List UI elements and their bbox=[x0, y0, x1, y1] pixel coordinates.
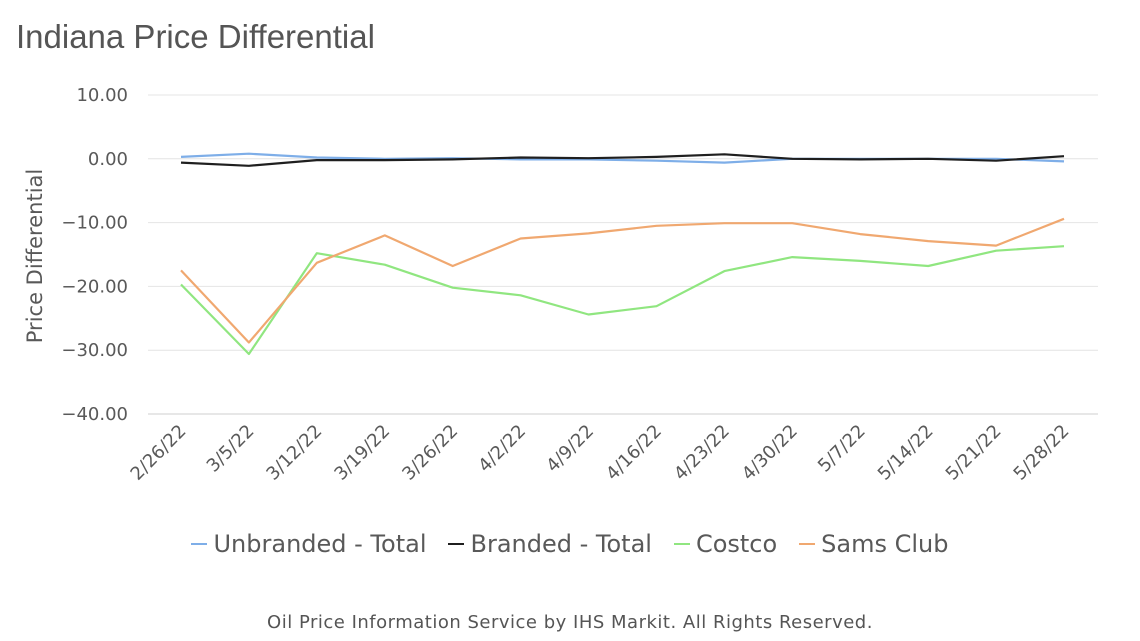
x-tick-label: 4/2/22 bbox=[474, 421, 530, 477]
y-tick-label: −30.00 bbox=[61, 340, 128, 361]
legend-swatch bbox=[448, 543, 465, 545]
x-tick-label: 4/9/22 bbox=[542, 421, 598, 477]
chart-title: Indiana Price Differential bbox=[16, 18, 375, 55]
x-tick-label: 5/21/22 bbox=[942, 421, 1006, 485]
x-tick-label: 4/30/22 bbox=[738, 421, 802, 485]
legend-label: Sams Club bbox=[821, 530, 949, 558]
x-axis-ticks: 2/26/22 3/5/22 3/12/22 3/19/22 3/26/22 4/2/22… bbox=[127, 421, 1074, 485]
grid-lines bbox=[148, 94, 1098, 415]
legend-swatch bbox=[799, 543, 816, 545]
x-tick-label: 2/26/22 bbox=[127, 421, 191, 485]
legend: Unbranded - Total Branded - Total Costco Sa… bbox=[0, 530, 1140, 558]
x-tick-label: 4/16/22 bbox=[602, 421, 666, 485]
y-tick-label: 10.00 bbox=[76, 85, 128, 106]
legend-item[interactable]: Sams Club bbox=[799, 530, 949, 558]
series-line-branded-total bbox=[180, 153, 1065, 167]
legend-swatch bbox=[191, 543, 208, 545]
legend-label: Costco bbox=[695, 530, 778, 558]
legend-label: Unbranded - Total bbox=[213, 530, 427, 558]
y-axis-label: Price Differential bbox=[23, 169, 47, 343]
x-tick-label: 5/28/22 bbox=[1010, 421, 1074, 485]
x-tick-label: 3/12/22 bbox=[262, 421, 326, 485]
x-tick-label: 3/26/22 bbox=[398, 421, 462, 485]
legend-swatch bbox=[673, 543, 690, 545]
x-tick-label: 5/7/22 bbox=[814, 421, 870, 477]
chart-canvas: 10.00 0.00 −10.00 −20.00 −30.00 −40.00 2/26/2… bbox=[23, 85, 1098, 485]
legend-item[interactable]: Branded - Total bbox=[448, 530, 652, 558]
x-tick-label: 4/23/22 bbox=[670, 421, 734, 485]
legend-label: Branded - Total bbox=[470, 530, 652, 558]
y-tick-label: 0.00 bbox=[88, 149, 128, 170]
series-line-costco bbox=[180, 245, 1065, 356]
legend-item[interactable]: Costco bbox=[673, 530, 778, 558]
legend-item[interactable]: Unbranded - Total bbox=[191, 530, 426, 558]
series-lines bbox=[180, 152, 1065, 356]
x-tick-label: 5/14/22 bbox=[874, 421, 938, 485]
y-tick-label: −20.00 bbox=[61, 276, 128, 297]
x-tick-label: 3/19/22 bbox=[330, 421, 394, 485]
y-tick-label: −40.00 bbox=[61, 404, 128, 425]
x-tick-label: 3/5/22 bbox=[203, 421, 259, 477]
y-axis-ticks: 10.00 0.00 −10.00 −20.00 −30.00 −40.00 bbox=[61, 85, 128, 425]
series-line-sams-club bbox=[180, 217, 1065, 344]
y-tick-label: −10.00 bbox=[61, 213, 128, 234]
footer-credit: Oil Price Information Service by IHS Mar… bbox=[267, 612, 873, 633]
